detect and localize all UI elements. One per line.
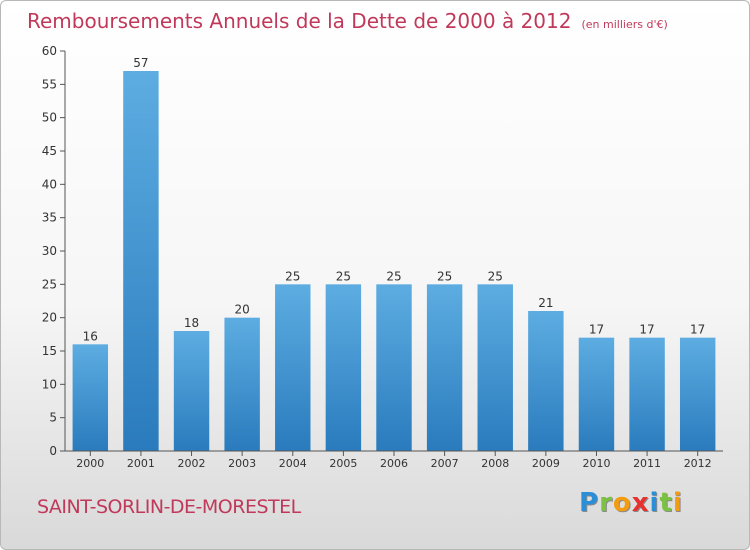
x-axis: 2000 2001 2002 2003 2004 2005 2006 2007 2008 2009… bbox=[65, 450, 723, 470]
bar-value-label: 21 bbox=[538, 296, 553, 310]
bar bbox=[224, 317, 260, 451]
y-tick-label: 45 bbox=[42, 144, 57, 158]
y-tick-label: 0 bbox=[49, 444, 57, 458]
bar-value-label: 17 bbox=[589, 323, 604, 337]
chart-title: Remboursements Annuels de la Dette de 20… bbox=[27, 9, 668, 33]
commune-name: SAINT-SORLIN-DE-MORESTEL bbox=[37, 496, 301, 518]
x-tick-label: 2005 bbox=[329, 457, 357, 470]
bar bbox=[376, 284, 412, 451]
logo-letter: P bbox=[579, 488, 600, 518]
y-tick-label: 60 bbox=[42, 44, 57, 58]
logo-letter: t bbox=[659, 488, 673, 518]
y-tick-label: 30 bbox=[42, 244, 57, 258]
y-tick-label: 35 bbox=[42, 211, 57, 225]
x-tick-label: 2000 bbox=[76, 457, 104, 470]
x-tick-label: 2008 bbox=[481, 457, 509, 470]
y-tick-label: 50 bbox=[42, 111, 57, 125]
y-tick-label: 10 bbox=[42, 377, 57, 391]
bar bbox=[173, 331, 210, 451]
bars: 16 57 18 20 25 25 25 25 25 21 17 17 17 bbox=[72, 56, 716, 451]
bar-value-label: 20 bbox=[235, 303, 250, 317]
logo-letter: x bbox=[631, 488, 650, 518]
x-tick-label: 2010 bbox=[582, 457, 610, 470]
x-tick-label: 2001 bbox=[127, 457, 155, 470]
bar-value-label: 17 bbox=[690, 323, 705, 337]
x-tick-label: 2006 bbox=[380, 457, 408, 470]
logo-letter: o bbox=[612, 488, 632, 518]
y-tick-label: 5 bbox=[49, 411, 57, 425]
y-tick-label: 25 bbox=[42, 277, 57, 291]
bar-value-label: 25 bbox=[285, 269, 300, 283]
x-tick-label: 2003 bbox=[228, 457, 256, 470]
bar-value-label: 25 bbox=[437, 269, 452, 283]
y-tick-label: 55 bbox=[42, 77, 57, 91]
bar bbox=[325, 284, 362, 451]
bar bbox=[477, 284, 513, 451]
bar bbox=[426, 284, 463, 451]
bar-value-label: 25 bbox=[488, 269, 503, 283]
y-tick-label: 20 bbox=[42, 311, 57, 325]
x-tick-label: 2009 bbox=[532, 457, 560, 470]
bar bbox=[679, 337, 716, 451]
y-tick-label: 15 bbox=[42, 344, 57, 358]
y-tick-label: 40 bbox=[42, 177, 57, 191]
x-tick-label: 2004 bbox=[279, 457, 307, 470]
bar bbox=[72, 344, 109, 451]
x-tick-label: 2011 bbox=[633, 457, 661, 470]
proxiti-logo: Proxiti bbox=[579, 488, 683, 518]
logo-letter: i bbox=[649, 488, 660, 518]
bar-value-label: 25 bbox=[336, 269, 351, 283]
bar bbox=[578, 337, 615, 451]
bar-value-label: 16 bbox=[83, 329, 98, 343]
x-tick-label: 2007 bbox=[431, 457, 459, 470]
bar bbox=[629, 337, 665, 451]
bar-value-label: 18 bbox=[184, 316, 199, 330]
bar-value-label: 57 bbox=[133, 56, 148, 70]
chart-subtitle: (en milliers d'€) bbox=[581, 18, 668, 31]
bar bbox=[528, 311, 564, 451]
bar-value-label: 17 bbox=[639, 323, 654, 337]
x-tick-label: 2002 bbox=[178, 457, 206, 470]
bar bbox=[275, 284, 311, 451]
bar bbox=[123, 71, 159, 451]
logo-letter: i bbox=[672, 488, 683, 518]
logo-letter: r bbox=[599, 488, 613, 518]
chart-title-text: Remboursements Annuels de la Dette de 20… bbox=[27, 9, 572, 33]
bar-value-label: 25 bbox=[386, 269, 401, 283]
y-axis: 0 5 10 15 20 25 30 35 40 45 50 55 60 bbox=[42, 44, 66, 458]
x-tick-label: 2012 bbox=[684, 457, 712, 470]
